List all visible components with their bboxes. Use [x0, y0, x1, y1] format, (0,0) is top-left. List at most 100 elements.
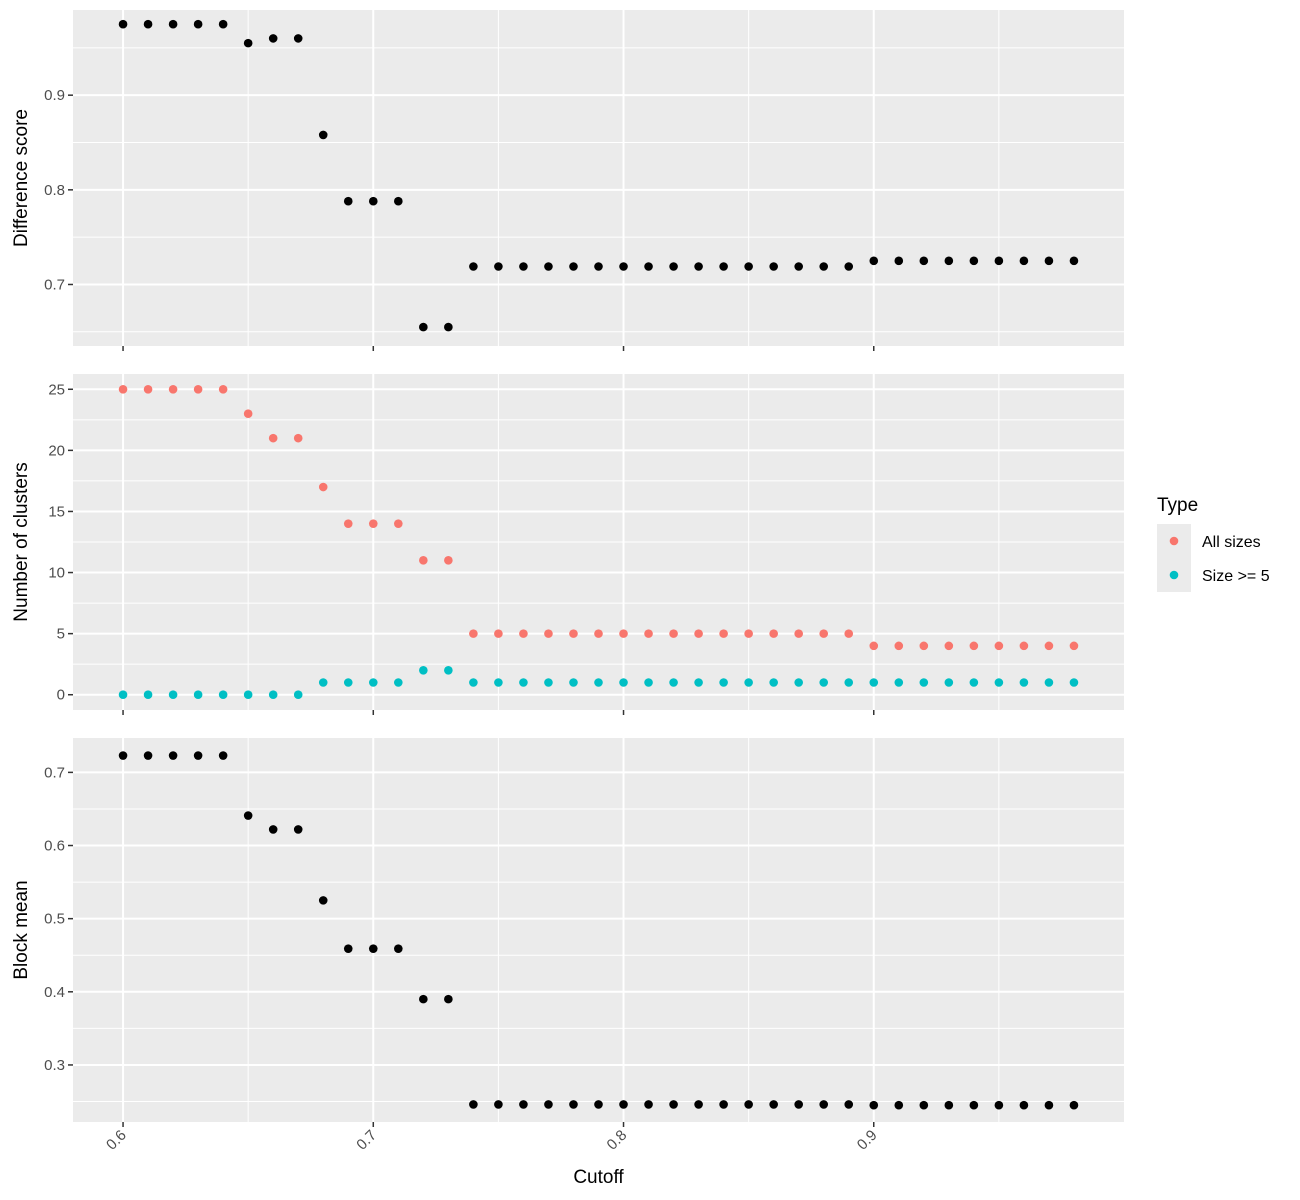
point-difference: [844, 262, 854, 271]
point-block-mean: [143, 751, 153, 760]
point-block-mean: [769, 1100, 778, 1109]
point-size-5: [794, 678, 803, 687]
point-all-sizes: [744, 629, 753, 638]
point-size-5: [1044, 678, 1054, 687]
point-block-mean: [243, 811, 253, 820]
point-difference: [168, 19, 178, 29]
point-difference: [1044, 256, 1054, 266]
point-block-mean: [919, 1100, 929, 1110]
y-tick-label: 0.7: [44, 764, 65, 781]
point-block-mean: [444, 994, 453, 1004]
point-block-mean: [218, 751, 228, 760]
point-all-sizes: [969, 641, 979, 651]
point-block-mean: [394, 944, 403, 953]
point-difference: [268, 34, 278, 43]
point-all-sizes: [644, 629, 653, 638]
point-all-sizes: [419, 556, 428, 565]
point-size-5: [719, 678, 728, 687]
point-size-5: [919, 678, 929, 687]
point-difference: [118, 19, 128, 29]
point-all-sizes: [569, 629, 578, 638]
point-size-5: [894, 678, 904, 687]
point-difference: [444, 322, 453, 332]
point-difference: [669, 262, 678, 271]
x-tick-label: 0.8: [604, 1127, 631, 1154]
x-tick-label: 0.9: [854, 1127, 881, 1154]
y-axis-title: Number of clusters: [11, 462, 32, 621]
point-block-mean: [469, 1100, 478, 1109]
point-block-mean: [694, 1100, 703, 1109]
x-tick-label: 0.7: [353, 1127, 380, 1154]
point-all-sizes: [268, 433, 278, 443]
point-all-sizes: [544, 629, 553, 638]
y-tick-label: 0.5: [44, 911, 65, 928]
point-difference: [394, 196, 403, 206]
point-all-sizes: [293, 433, 303, 443]
point-all-sizes: [318, 482, 328, 492]
point-difference: [944, 256, 954, 266]
point-all-sizes: [794, 629, 803, 638]
point-all-sizes: [669, 629, 678, 638]
point-all-sizes: [719, 629, 728, 638]
y-tick-label: 0.6: [44, 838, 65, 855]
point-all-sizes: [168, 384, 178, 394]
point-size-5: [769, 678, 778, 687]
point-all-sizes: [143, 384, 153, 394]
point-size-5: [994, 678, 1004, 687]
point-block-mean: [268, 825, 278, 834]
point-difference: [694, 262, 703, 271]
point-block-mean: [519, 1100, 528, 1109]
point-difference: [143, 19, 153, 29]
y-tick-label: 20: [48, 442, 65, 459]
point-block-mean: [619, 1100, 628, 1109]
point-all-sizes: [494, 629, 503, 638]
point-block-mean: [644, 1100, 653, 1109]
point-all-sizes: [1069, 641, 1079, 651]
point-all-sizes: [594, 629, 603, 638]
point-all-sizes: [394, 519, 403, 528]
point-block-mean: [368, 944, 378, 953]
x-axis-title: Cutoff: [573, 1167, 624, 1188]
point-block-mean: [419, 994, 428, 1004]
point-all-sizes: [769, 629, 778, 638]
point-block-mean: [719, 1100, 728, 1109]
point-difference: [969, 256, 979, 266]
legend-swatch: [1169, 536, 1179, 546]
point-difference: [1019, 256, 1029, 266]
panel-difference-score: 0.7 0.8 0.9 Difference score: [11, 10, 1124, 351]
point-block-mean: [894, 1100, 904, 1110]
point-size-5: [869, 678, 879, 687]
point-all-sizes: [444, 556, 453, 565]
point-difference: [494, 262, 503, 271]
point-size-5: [744, 678, 753, 687]
point-difference: [769, 262, 778, 271]
panel-block-mean: 0.3 0.4 0.5 0.6 0.7 Block mean 0.6 0.7 0.8 0.9 Cut…: [11, 738, 1124, 1188]
point-block-mean: [118, 751, 128, 760]
point-size-5: [218, 690, 228, 700]
point-size-5: [118, 690, 128, 700]
panel-number-of-clusters: 0 5 10 15 20 25 Number of clusters: [11, 374, 1124, 715]
point-difference: [919, 256, 929, 266]
point-size-5: [394, 678, 403, 687]
point-size-5: [193, 690, 203, 700]
point-difference: [794, 262, 803, 271]
point-size-5: [293, 690, 303, 700]
point-block-mean: [944, 1100, 954, 1110]
point-difference: [819, 262, 829, 271]
point-size-5: [519, 678, 528, 687]
y-axis-title: Block mean: [11, 880, 32, 979]
point-difference: [218, 19, 228, 29]
point-all-sizes: [619, 629, 628, 638]
point-difference: [419, 322, 428, 332]
point-size-5: [619, 678, 628, 687]
point-size-5: [1069, 678, 1079, 687]
point-block-mean: [1069, 1100, 1079, 1110]
point-block-mean: [343, 944, 353, 953]
point-all-sizes: [218, 384, 228, 394]
point-block-mean: [193, 751, 203, 760]
point-size-5: [944, 678, 954, 687]
point-all-sizes: [819, 629, 829, 638]
x-tick-label: 0.6: [103, 1127, 130, 1154]
point-all-sizes: [469, 629, 478, 638]
